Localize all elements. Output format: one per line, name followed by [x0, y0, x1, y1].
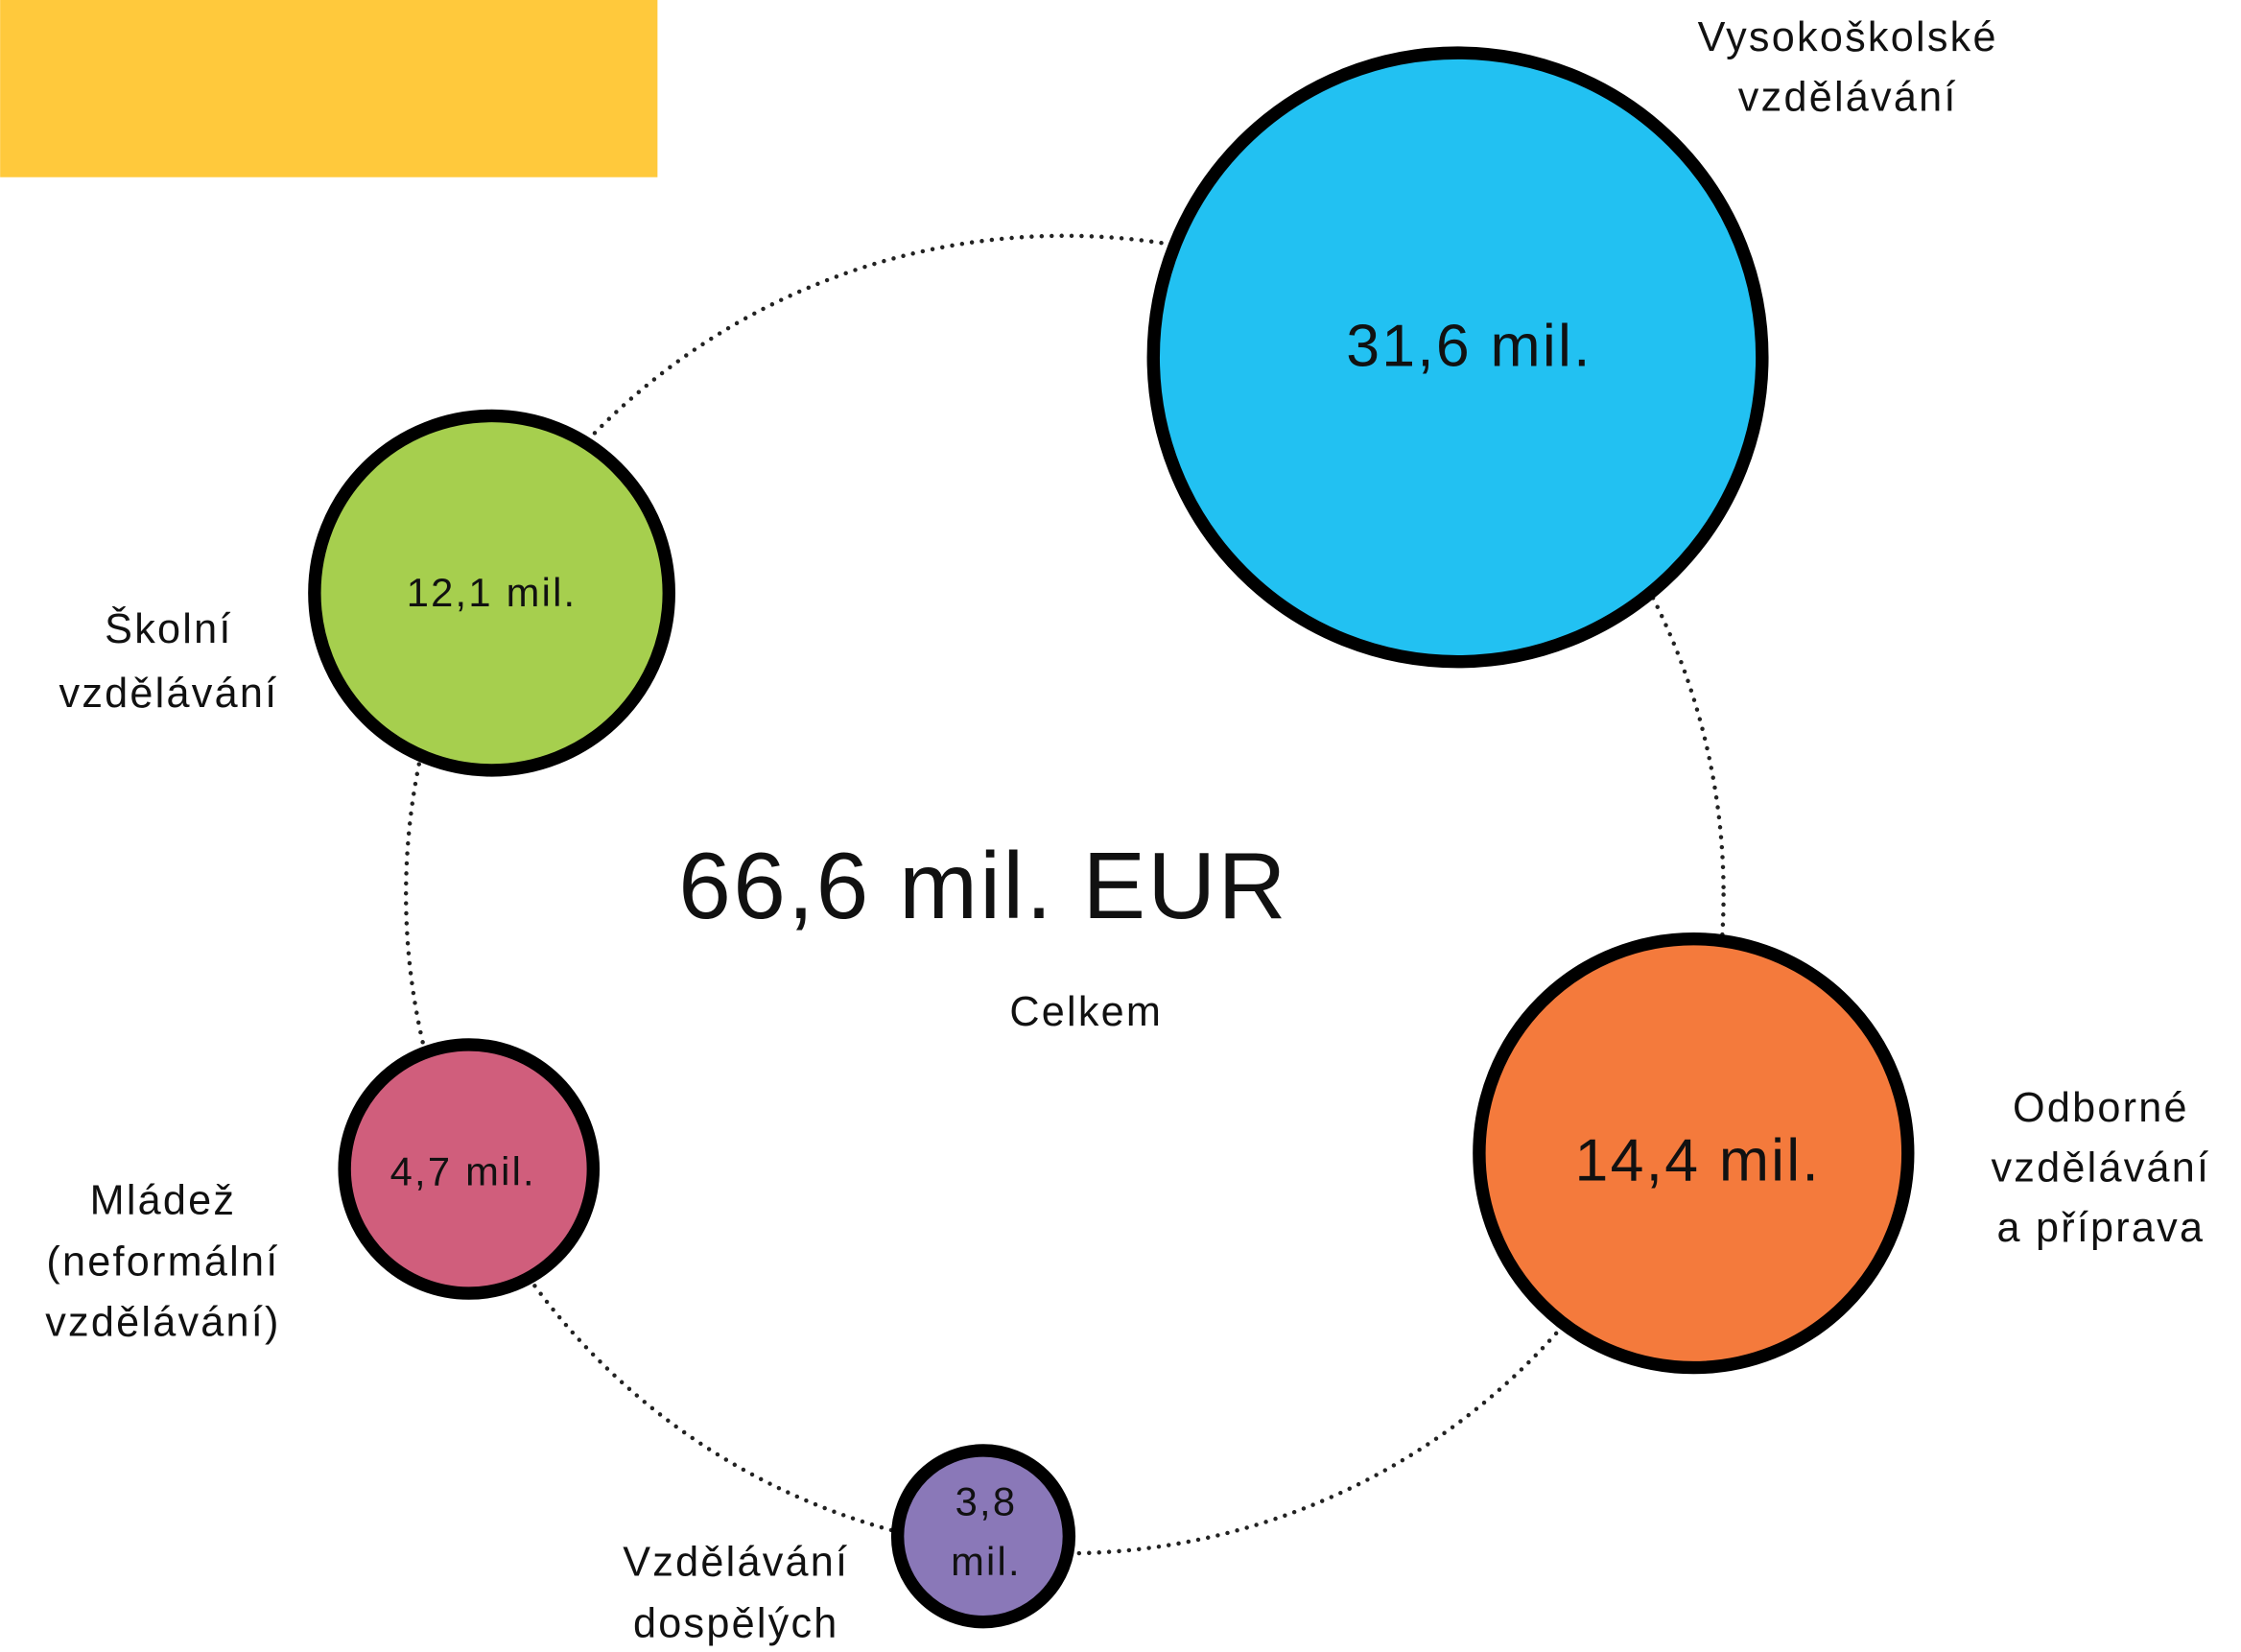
- label: dospělých: [633, 1601, 839, 1647]
- value: 14,4 mil.: [1575, 1127, 1822, 1194]
- label: (neformální: [46, 1239, 279, 1286]
- label: vzdělávání): [45, 1299, 280, 1345]
- bubble-adult: [890, 1444, 1076, 1629]
- bubble-school-education: [308, 409, 675, 777]
- label: Školní: [105, 606, 232, 652]
- label: Mládež: [90, 1178, 237, 1224]
- bubble-higher-education: [1146, 46, 1769, 669]
- label: Odborné: [2013, 1085, 2189, 1131]
- total-caption: Celkem: [1009, 989, 1163, 1035]
- dotted-ring: [403, 233, 1726, 1556]
- label: a příprava: [1996, 1205, 2205, 1251]
- bubble-youth: [338, 1038, 601, 1300]
- total-value: 66,6 mil. EUR: [678, 833, 1287, 938]
- label: Vysokoškolské: [1698, 14, 1998, 60]
- label: vzdělávání: [59, 671, 278, 717]
- value: 4,7 mil.: [390, 1148, 536, 1193]
- value: 12,1 mil.: [407, 570, 578, 615]
- yellow-banner: [0, 0, 658, 177]
- value: mil.: [951, 1539, 1022, 1584]
- bubble-vocational: [1473, 932, 1915, 1375]
- value: 3,8: [955, 1479, 1018, 1524]
- label: Vzdělávání: [623, 1540, 849, 1586]
- value: 31,6 mil.: [1346, 312, 1592, 379]
- label: vzdělávání: [1991, 1145, 2210, 1191]
- label: vzdělávání: [1738, 75, 1958, 121]
